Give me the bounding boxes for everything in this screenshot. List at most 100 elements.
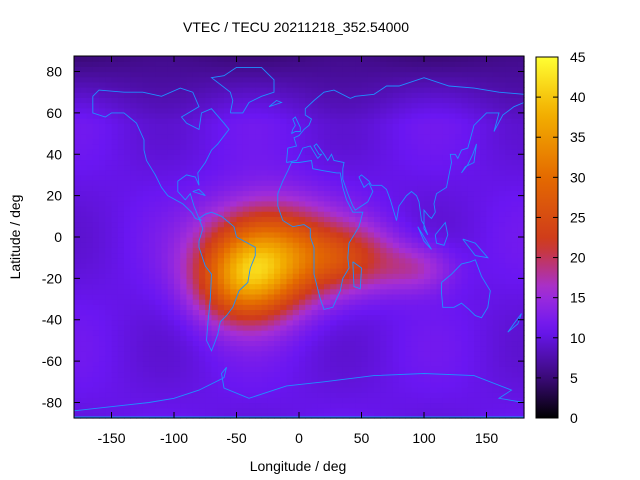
heatmap-cell — [442, 92, 450, 98]
heatmap-cell — [486, 397, 494, 404]
heatmap-cell — [105, 180, 113, 186]
heatmap-cell — [142, 288, 150, 295]
heatmap-cell — [161, 283, 169, 290]
heatmap-cell — [505, 211, 513, 217]
heatmap-cell — [117, 180, 125, 186]
heatmap-cell — [149, 371, 156, 378]
heatmap-cell — [167, 180, 175, 186]
heatmap-cell — [449, 56, 456, 62]
heatmap-cell — [242, 66, 250, 73]
heatmap-cell — [467, 61, 475, 67]
heatmap-cell — [392, 366, 400, 373]
heatmap-cell — [236, 56, 244, 62]
heatmap-cell — [117, 314, 125, 321]
heatmap-cell — [474, 288, 481, 295]
heatmap-cell — [492, 128, 500, 135]
heatmap-cell — [92, 97, 100, 104]
heatmap-cell — [349, 257, 356, 264]
heatmap-cell — [374, 257, 381, 264]
heatmap-cell — [386, 133, 394, 140]
heatmap-cell — [342, 112, 350, 119]
heatmap-cell — [436, 397, 444, 404]
heatmap-cell — [136, 252, 144, 259]
heatmap-cell — [386, 252, 394, 259]
heatmap-cell — [486, 164, 494, 171]
heatmap-cell — [92, 205, 100, 212]
heatmap-cell — [299, 143, 306, 150]
heatmap-cell — [367, 273, 375, 279]
heatmap-cell — [436, 66, 444, 73]
heatmap-cell — [486, 268, 494, 274]
heatmap-cell — [336, 257, 344, 264]
heatmap-cell — [230, 71, 238, 78]
heatmap-cell — [230, 81, 238, 88]
heatmap-cell — [305, 340, 313, 347]
heatmap-cell — [380, 123, 388, 129]
heatmap-cell — [136, 350, 144, 357]
heatmap-cell — [399, 107, 406, 114]
heatmap-cell — [405, 376, 413, 383]
heatmap-cell — [424, 112, 431, 119]
heatmap-cell — [117, 247, 125, 254]
heatmap-cell — [317, 164, 325, 171]
heatmap-cell — [267, 123, 275, 129]
heatmap-cell — [355, 128, 363, 135]
heatmap-cell — [405, 221, 413, 228]
heatmap-cell — [449, 283, 456, 290]
heatmap-cell — [324, 138, 331, 145]
heatmap-cell — [111, 226, 119, 233]
heatmap-cell — [92, 386, 100, 393]
heatmap-cell — [205, 149, 213, 155]
heatmap-cell — [311, 76, 319, 83]
heatmap-cell — [511, 386, 519, 393]
heatmap-cell — [174, 112, 181, 119]
heatmap-cell — [255, 221, 263, 228]
heatmap-cell — [86, 205, 94, 212]
heatmap-cell — [267, 138, 275, 145]
heatmap-cell — [399, 143, 406, 150]
heatmap-cell — [292, 361, 300, 367]
heatmap-cell — [136, 273, 144, 279]
heatmap-cell — [405, 71, 413, 78]
heatmap-cell — [155, 273, 163, 279]
heatmap-cell — [517, 412, 525, 419]
heatmap-cell — [286, 345, 294, 352]
heatmap-cell — [311, 216, 319, 223]
heatmap-cell — [261, 376, 269, 383]
heatmap-cell — [111, 242, 119, 248]
heatmap-cell — [449, 257, 456, 264]
heatmap-cell — [280, 407, 288, 414]
heatmap-cell — [155, 154, 163, 161]
heatmap-cell — [80, 247, 88, 254]
heatmap-cell — [92, 133, 100, 140]
heatmap-cell — [505, 102, 513, 109]
heatmap-cell — [186, 309, 194, 316]
heatmap-cell — [449, 118, 456, 124]
heatmap-cell — [286, 216, 294, 223]
heatmap-cell — [374, 340, 381, 347]
heatmap-cell — [511, 154, 519, 161]
heatmap-cell — [211, 107, 219, 114]
heatmap-cell — [249, 71, 256, 78]
heatmap-cell — [299, 330, 306, 336]
heatmap-cell — [292, 107, 300, 114]
heatmap-cell — [136, 123, 144, 129]
heatmap-cell — [380, 159, 388, 166]
heatmap-cell — [124, 293, 131, 300]
heatmap-cell — [249, 66, 256, 73]
heatmap-cell — [80, 190, 88, 197]
heatmap-cell — [342, 407, 350, 414]
heatmap-cell — [449, 273, 456, 279]
heatmap-cell — [392, 149, 400, 155]
heatmap-cell — [199, 123, 206, 129]
heatmap-cell — [292, 407, 300, 414]
heatmap-cell — [486, 61, 494, 67]
heatmap-cell — [174, 226, 181, 233]
heatmap-cell — [417, 81, 425, 88]
heatmap-cell — [80, 123, 88, 129]
heatmap-cell — [305, 190, 313, 197]
heatmap-cell — [236, 407, 244, 414]
heatmap-cell — [292, 149, 300, 155]
heatmap-cell — [480, 81, 488, 88]
